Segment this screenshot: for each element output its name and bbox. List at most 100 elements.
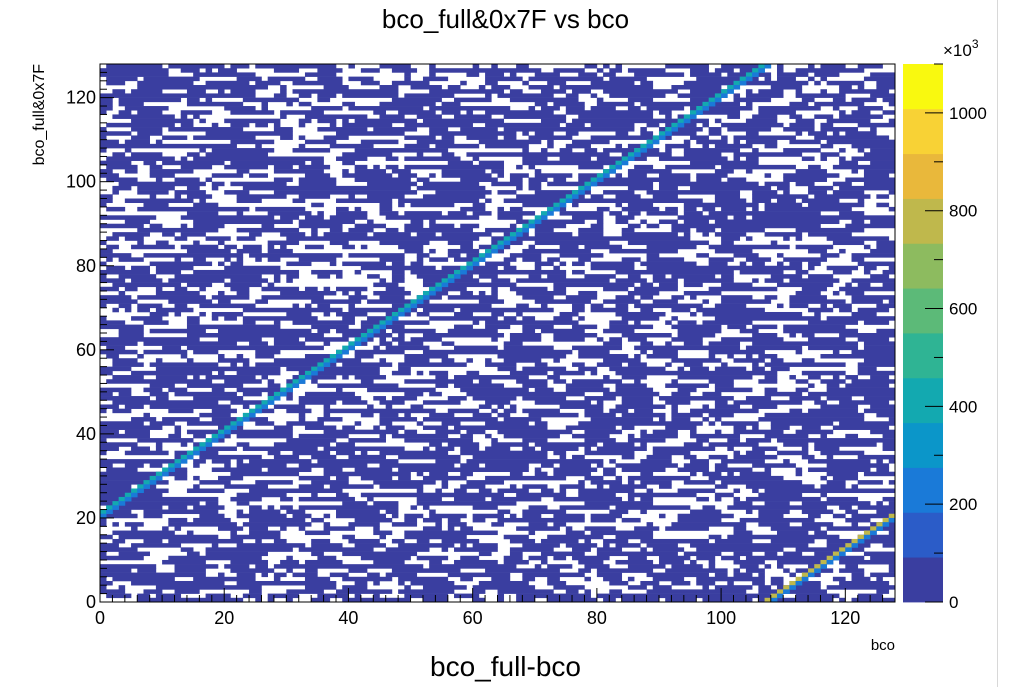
heatmap-cell-run: [391, 396, 418, 401]
heatmap-cell-run: [528, 555, 548, 561]
heatmap-cell-run: [454, 257, 480, 262]
heatmap-cell-run: [745, 354, 753, 359]
heatmap-cell-run: [509, 333, 542, 338]
heatmap-cell-run: [491, 438, 498, 443]
heatmap-cell-run: [100, 408, 107, 414]
heatmap-cell-run: [379, 114, 405, 119]
heatmap-cell-run: [534, 223, 567, 229]
heatmap-cell-run: [677, 320, 697, 325]
heatmap-cell-run: [708, 559, 716, 565]
colorbar-band: [903, 557, 943, 603]
heatmap-cell-run: [553, 522, 567, 527]
heatmap-cell-run: [658, 185, 678, 191]
ridge-cell: [857, 534, 865, 540]
heatmap-cell-run: [205, 80, 250, 86]
heatmap-cell-run: [584, 148, 598, 153]
heatmap-cell-run: [379, 417, 418, 422]
heatmap-cell-run: [565, 387, 610, 393]
heatmap-cell-run: [553, 337, 585, 342]
ridge-cell: [460, 265, 467, 271]
heatmap-cell-run: [100, 169, 113, 174]
heatmap-cell-run: [485, 93, 492, 98]
heatmap-cell-run: [882, 269, 896, 275]
heatmap-cell-run: [565, 122, 585, 128]
heatmap-cell-run: [516, 311, 523, 317]
heatmap-cell-run: [286, 509, 306, 515]
heatmap-cell-run: [124, 236, 144, 241]
heatmap-cell-run: [640, 101, 703, 107]
heatmap-cell-run: [671, 412, 703, 418]
heatmap-cell-run: [218, 370, 225, 376]
heatmap-cell-run: [764, 564, 772, 569]
heatmap-cell-run: [186, 383, 244, 388]
heatmap-cell-run: [640, 261, 697, 267]
heatmap-cell-run: [540, 488, 554, 494]
heatmap-cell-run: [770, 240, 778, 246]
heatmap-cell-run: [348, 522, 380, 527]
heatmap-cell-run: [677, 366, 685, 372]
heatmap-cell-run: [416, 311, 430, 317]
heatmap-cell-run: [280, 85, 287, 90]
heatmap-cell-run: [404, 248, 424, 254]
heatmap-cell-run: [323, 85, 349, 90]
heatmap-cell-run: [627, 337, 647, 342]
heatmap-cell-run: [795, 429, 834, 435]
heatmap-cell-run: [131, 316, 163, 321]
heatmap-cell-run: [627, 492, 697, 498]
heatmap-cell-run: [522, 160, 623, 166]
heatmap-cell-run: [230, 496, 262, 502]
heatmap-cell-run: [230, 64, 250, 69]
heatmap-cell-run: [193, 505, 225, 510]
heatmap-cell-run: [100, 446, 119, 451]
heatmap-cell-run: [404, 164, 505, 170]
heatmap-cell-run: [652, 278, 678, 283]
heatmap-cell-run: [503, 316, 517, 321]
heatmap-cell-run: [137, 597, 244, 603]
heatmap-cell-run: [242, 362, 250, 367]
heatmap-cell-run: [385, 425, 405, 430]
heatmap-cell-run: [801, 156, 815, 161]
heatmap-cell-run: [876, 589, 890, 594]
heatmap-cell-run: [286, 568, 293, 573]
heatmap-cell-run: [745, 156, 759, 161]
heatmap-cell-run: [590, 122, 635, 128]
heatmap-cell-run: [472, 64, 480, 69]
heatmap-cell-run: [404, 391, 424, 397]
heatmap-cell-run: [584, 501, 654, 506]
heatmap-cell-run: [739, 68, 759, 73]
heatmap-cell-run: [112, 232, 150, 237]
heatmap-cell-run: [503, 345, 554, 351]
ridge-halo-cell: [820, 564, 827, 569]
heatmap-cell-run: [714, 484, 728, 489]
heatmap-cell-run: [404, 513, 424, 519]
ridge-halo-cell: [292, 383, 300, 388]
heatmap-cell-run: [348, 106, 424, 111]
heatmap-cell-run: [615, 219, 629, 225]
heatmap-cell-run: [696, 139, 728, 145]
heatmap-cell-run: [808, 337, 846, 342]
heatmap-cell-run: [124, 404, 144, 409]
heatmap-cell-run: [342, 160, 355, 166]
heatmap-cell-run: [727, 177, 747, 182]
heatmap-cell-run: [609, 68, 623, 73]
heatmap-cell-run: [671, 417, 691, 422]
heatmap-cell-run: [267, 593, 300, 599]
heatmap-cell-run: [615, 311, 666, 317]
heatmap-cell-run: [292, 320, 355, 325]
heatmap-cell-run: [342, 534, 355, 540]
heatmap-cell-run: [627, 223, 641, 229]
heatmap-cell-run: [460, 307, 554, 313]
heatmap-cell-run: [379, 101, 436, 107]
ridge-cell: [572, 190, 579, 195]
heatmap-cell-run: [230, 181, 287, 187]
heatmap-cell-run: [795, 290, 821, 296]
heatmap-cell-run: [218, 89, 225, 94]
heatmap-cell-run: [497, 190, 517, 195]
heatmap-cell-run: [590, 194, 604, 199]
heatmap-cell-run: [155, 177, 163, 182]
heatmap-cell-run: [441, 480, 449, 485]
heatmap-cell-run: [447, 526, 455, 531]
heatmap-cell-run: [410, 85, 442, 90]
heatmap-cell-run: [273, 320, 281, 325]
